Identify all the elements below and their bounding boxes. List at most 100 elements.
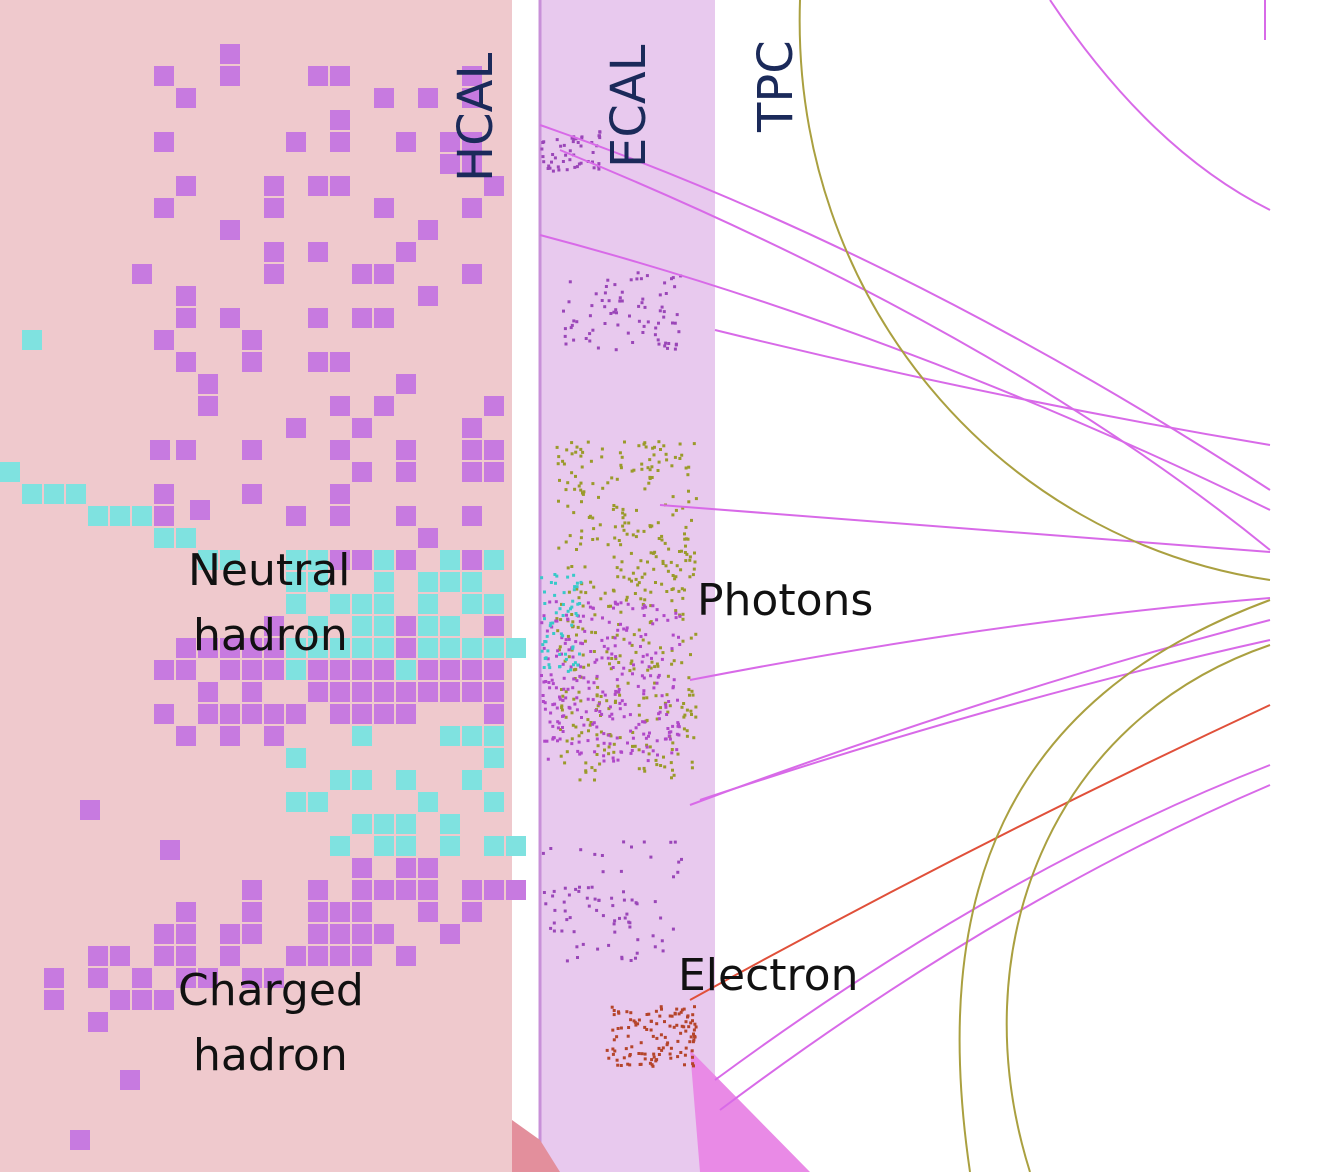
ecal-charged-hit	[632, 663, 635, 667]
photon-hit	[652, 567, 656, 571]
photon-hit	[682, 715, 686, 719]
ecal-charged-hit	[671, 633, 675, 637]
ecal-top-hit	[568, 149, 572, 153]
photon-hit	[629, 551, 633, 555]
charged-track	[699, 639, 1271, 801]
photon-hit	[664, 564, 668, 568]
ecal-upper-hit	[629, 278, 633, 282]
photon-hit	[679, 568, 683, 572]
photon-hit	[659, 448, 662, 451]
ecal-charged-hit	[648, 731, 651, 735]
photon-hit	[623, 521, 627, 525]
charged-hadron-cell	[418, 880, 438, 900]
photon-hit	[677, 589, 681, 593]
ecal-charged-hit	[565, 613, 568, 617]
photon-hit	[587, 663, 590, 667]
neutral-hadron-cell	[308, 616, 328, 636]
ecal-charged-hit	[669, 730, 673, 734]
photon-hit	[612, 742, 616, 746]
hadron-cluster-cell	[242, 682, 262, 702]
electron-hit	[690, 1049, 694, 1053]
hcal-scatter-cell	[330, 66, 350, 86]
ecal-neutral-hit	[554, 611, 558, 615]
photon-hit	[654, 758, 658, 762]
electron-hit	[639, 1062, 643, 1066]
ecal-charged-hit	[602, 732, 606, 736]
photon-hit	[649, 590, 653, 594]
ecal-charged-hit	[613, 636, 617, 640]
ecal-neutral-hit	[549, 581, 553, 584]
ecal-neutral-hit	[566, 575, 570, 579]
ecal-lower-hit	[618, 916, 621, 920]
charged-hadron-cell	[242, 924, 262, 944]
photon-hit	[680, 587, 684, 591]
electron-hit	[628, 1063, 632, 1067]
corner-wedge-magenta	[690, 1050, 810, 1172]
photon-hit	[564, 488, 568, 492]
charged-hadron-cell	[242, 902, 262, 922]
ecal-charged-hit	[541, 700, 545, 703]
hcal-scatter-cell	[462, 264, 482, 284]
ecal-charged-hit	[613, 692, 617, 696]
electron-hit	[651, 1034, 655, 1038]
neutral-hadron-cell	[462, 572, 482, 592]
electron-hit	[629, 1018, 633, 1022]
hcal-scatter-cell	[374, 88, 394, 108]
ecal-upper-hit	[620, 290, 624, 294]
hadron-cluster-cell	[220, 704, 240, 724]
ecal-charged-hit	[644, 736, 648, 740]
photon-hit	[670, 648, 674, 652]
ecal-charged-hit	[630, 749, 634, 752]
ecal-charged-hit	[656, 675, 660, 679]
ecal-lower-hit	[629, 959, 633, 962]
ecal-lower-hit	[673, 840, 677, 844]
electron-hit	[657, 1046, 661, 1050]
ecal-charged-hit	[593, 660, 597, 664]
photon-hit	[670, 776, 673, 780]
ecal-charged-hit	[642, 732, 646, 736]
hcal-outlier-cell	[160, 840, 180, 860]
ecal-top-hit	[542, 160, 546, 164]
ecal-upper-hit	[666, 346, 669, 350]
photon-hit	[689, 636, 693, 640]
ecal-upper-hit	[614, 308, 618, 312]
electron-hit	[652, 1052, 656, 1056]
ecal-charged-hit	[540, 621, 544, 625]
hcal-scatter-cell	[154, 506, 174, 526]
neutral-hadron-cell	[330, 770, 350, 790]
photon-hit	[662, 755, 665, 759]
ecal-lower-hit	[628, 921, 632, 925]
ecal-charged-hit	[561, 698, 565, 702]
ecal-charged-hit	[561, 730, 565, 733]
ecal-top-hit	[577, 162, 581, 166]
neutral-hadron-cell	[396, 814, 416, 834]
ecal-upper-hit	[570, 323, 574, 327]
photon-hit	[606, 481, 610, 485]
electron-hit	[630, 1045, 634, 1049]
electron-hit	[692, 1028, 696, 1032]
ecal-top-hit	[541, 155, 545, 159]
photon-hit	[681, 596, 685, 600]
photon-hit	[645, 718, 649, 722]
hcal-outlier-cell	[150, 440, 170, 460]
photon-hit	[678, 550, 681, 553]
ecal-lower-hit	[597, 898, 601, 902]
ecal-upper-hit	[612, 310, 616, 314]
ecal-neutral-hit	[558, 665, 562, 668]
photon-hit	[631, 744, 634, 748]
hadron-cluster-cell	[396, 638, 416, 658]
electron-hit	[669, 1056, 673, 1060]
electron-hit	[605, 1048, 609, 1052]
photon-hit	[666, 710, 670, 714]
photon-hit	[615, 477, 619, 481]
ecal-lower-hit	[544, 902, 548, 906]
photon-hit	[601, 486, 605, 490]
hcal-scatter-cell	[154, 66, 174, 86]
photon-hit	[692, 442, 696, 446]
ecal-charged-hit	[577, 740, 581, 744]
ecal-charged-hit	[564, 638, 568, 642]
ecal-charged-hit	[629, 729, 633, 733]
neutral-hadron-cell	[418, 638, 438, 658]
photon-hit	[663, 765, 667, 769]
ecal-lower-hit	[542, 891, 546, 894]
